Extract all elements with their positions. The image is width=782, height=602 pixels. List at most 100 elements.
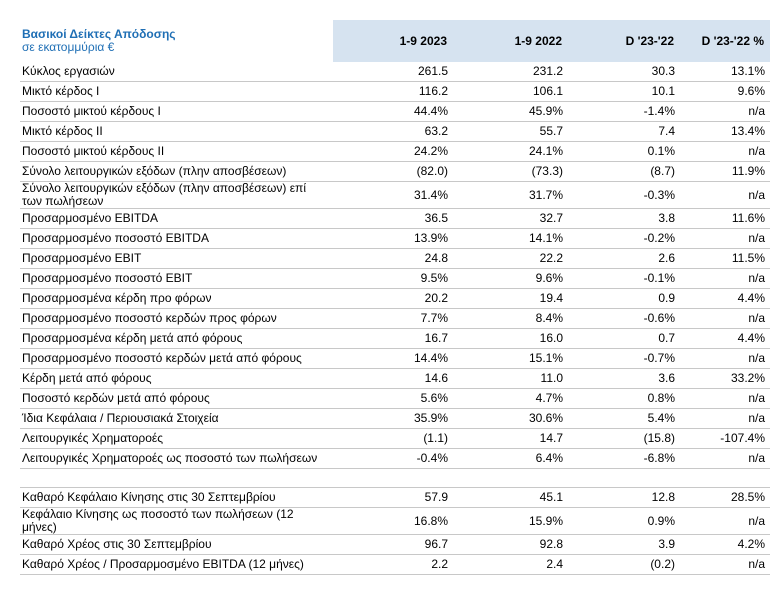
header-row: Βασικοί Δείκτες Απόδοσης σε εκατομμύρια … [20,20,770,62]
value-cell: 9.5% [420,271,448,285]
table-row: Προσαρμοσμένο ποσοστό κερδών μετά από φό… [20,349,770,369]
value-cell: -0.2% [643,231,675,245]
column-header: D '23-'22 [568,20,680,62]
row-label: Ποσοστό κερδών μετά από φόρους [22,391,210,405]
table-row: Καθαρό Χρέος στις 30 Σεπτεμβρίου 96.7 92.8… [20,535,770,555]
value-cell: n/a [748,391,765,405]
value-cell: 20.2 [424,291,448,305]
value-cell: 13.1% [730,64,765,78]
value-cell: 16.8% [413,513,448,528]
value-cell: 45.9% [528,104,563,118]
row-label: Σύνολο λειτουργικών εξόδων (πλην αποσβέσ… [22,164,287,178]
table-row: Ποσοστό κερδών μετά από φόρους 5.6% 4.7% 0.… [20,389,770,409]
value-cell: 24.1% [528,144,563,158]
row-label: Καθαρό Κεφάλαιο Κίνησης στις 30 Σεπτεμβρ… [22,490,276,504]
value-cell: 106.1 [532,84,563,98]
value-cell: n/a [748,271,765,285]
value-cell: -6.8% [643,451,675,465]
value-cell: 92.8 [539,537,563,551]
value-cell: 16.7 [424,331,448,345]
value-cell: 32.7 [539,211,563,225]
table-row: Προσαρμοσμένο EBIT 24.8 22.2 2.6 11.5% [20,249,770,269]
table-row: Προσαρμοσμένο ποσοστό EBITDA 13.9% 14.1% -0… [20,229,770,249]
column-header: 1-9 2022 [453,20,568,62]
spacer-cell [20,469,770,488]
value-cell: 6.4% [535,451,563,465]
value-cell: 16.0 [539,331,563,345]
value-cell: 4.7% [535,391,563,405]
value-cell: 3.8 [658,211,675,225]
table-row: Προσαρμοσμένο ποσοστό κερδών προς φόρων 7… [20,309,770,329]
title-cell: Βασικοί Δείκτες Απόδοσης σε εκατομμύρια … [20,20,333,62]
row-label: Ποσοστό μικτού κέρδους II [22,144,165,158]
value-cell: 35.9% [413,411,448,425]
value-cell: (0.2) [650,557,675,571]
value-cell: 22.2 [539,251,563,265]
value-cell: 0.9% [647,513,675,528]
value-cell: 15.9% [528,513,563,528]
value-cell: 2.6 [658,251,675,265]
value-cell: (1.1) [423,431,448,445]
table-row: Ποσοστό μικτού κέρδους I 44.4% 45.9% -1.4% n… [20,102,770,122]
value-cell: 2.2 [431,557,448,571]
row-label: Προσαρμοσμένα κέρδη προ φόρων [22,291,212,305]
column-header: 1-9 2023 [333,20,453,62]
value-cell: 11.6% [731,211,765,225]
value-cell: 4.4% [737,291,765,305]
value-cell: 24.2% [413,144,448,158]
value-cell: (73.3) [531,164,563,178]
row-label: Λειτουργικές Χρηματοροές [22,431,164,445]
value-cell: n/a [748,451,765,465]
value-cell: -0.4% [416,451,448,465]
row-label: Σύνολο λειτουργικών εξόδων (πλην αποσβέσ… [22,181,306,208]
value-cell: (15.8) [643,431,675,445]
table-row: Κεφάλαιο Κίνησης ως ποσοστό των πωλήσεων… [20,508,770,535]
value-cell: (82.0) [416,164,448,178]
value-cell: n/a [748,187,765,202]
value-cell: 19.4 [539,291,563,305]
row-label: Προσαρμοσμένο ποσοστό EBIT [22,271,193,285]
value-cell: 31.7% [528,187,563,202]
spacer [20,469,770,488]
row-label: Ποσοστό μικτού κέρδους I [22,104,161,118]
title: Βασικοί Δείκτες Απόδοσης [22,27,176,41]
value-cell: 4.4% [737,331,765,345]
value-cell: 14.6 [424,371,448,385]
value-cell: 44.4% [413,104,448,118]
row-label: Κεφάλαιο Κίνησης ως ποσοστό των πωλήσεων… [22,507,294,534]
table-row: Προσαρμοσμένα κέρδη μετά από φόρους 16.7 1… [20,329,770,349]
table-row: Σύνολο λειτουργικών εξόδων (πλην αποσβέσ… [20,162,770,182]
value-cell: n/a [748,351,765,365]
value-cell: 45.1 [539,490,563,504]
value-cell: 2.4 [546,557,563,571]
table-row: Μικτό κέρδος II 63.2 55.7 7.4 13.4% [20,122,770,142]
value-cell: 30.6% [528,411,563,425]
value-cell: 36.5 [424,211,448,225]
value-cell: 13.4% [730,124,765,138]
value-cell: 5.4% [647,411,675,425]
value-cell: n/a [748,104,765,118]
column-header: D '23-'22 % [680,20,770,62]
row-label: Προσαρμοσμένο EBIT [22,251,142,265]
table-row: Κέρδη μετά από φόρους 14.6 11.0 3.6 33.2% [20,369,770,389]
value-cell: 0.8% [647,391,675,405]
table-row: Σύνολο λειτουργικών εξόδων (πλην αποσβέσ… [20,182,770,209]
row-label: Καθαρό Χρέος / Προσαρμοσμένο EBITDA (12 … [22,557,304,571]
table-row: Λειτουργικές Χρηματοροές ως ποσοστό των … [20,449,770,469]
value-cell: 9.6% [737,84,765,98]
value-cell: 30.3 [651,64,675,78]
value-cell: 8.4% [535,311,563,325]
value-cell: 13.9% [413,231,448,245]
row-label: Καθαρό Χρέος στις 30 Σεπτεμβρίου [22,537,212,551]
value-cell: 57.9 [424,490,448,504]
value-cell: 7.7% [420,311,448,325]
value-cell: 96.7 [424,537,448,551]
row-label: Προσαρμοσμένο ποσοστό κερδών προς φόρων [22,311,277,325]
value-cell: 231.2 [532,64,563,78]
table-row: Καθαρό Χρέος / Προσαρμοσμένο EBITDA (12 … [20,555,770,575]
value-cell: 15.1% [528,351,563,365]
value-cell: 63.2 [424,124,448,138]
value-cell: -107.4% [720,431,765,445]
value-cell: -0.7% [643,351,675,365]
